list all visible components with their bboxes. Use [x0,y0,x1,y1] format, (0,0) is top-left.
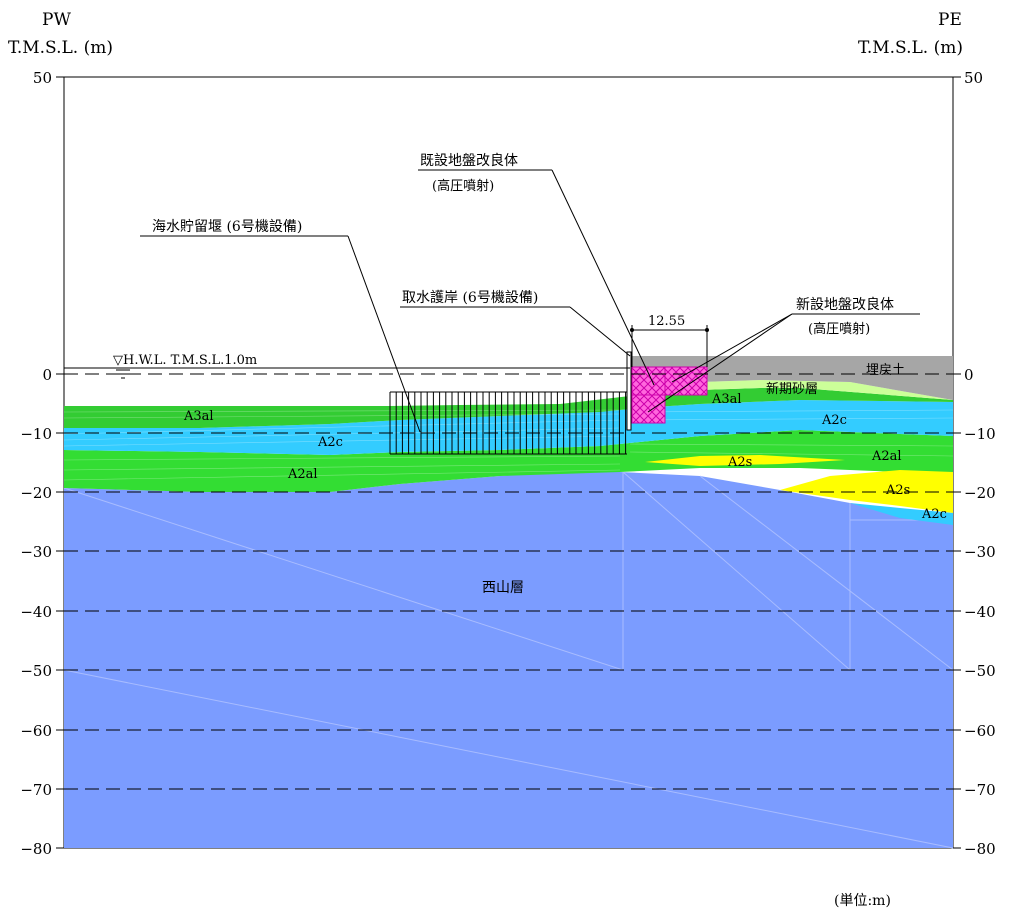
seawater-weir-label: 海水貯留堰 (6号機設備) [152,219,302,235]
tick-right-m40: −40 [964,603,996,621]
tick-left-m60: −60 [20,722,52,740]
label-a2s-right: A2s [885,483,910,498]
right-tick-labels: 50 0 −10 −20 −30 −40 −50 −60 −70 −80 [964,69,996,858]
improvement-new-lower [631,394,666,424]
tick-right-50: 50 [964,69,983,87]
tick-right-m30: −30 [964,543,996,561]
label-a2al-left: A2al [287,467,318,482]
label-a3al-left: A3al [183,409,214,424]
left-tick-labels: 50 0 −10 −20 −30 −40 −50 −60 −70 −80 [20,69,52,858]
new-improvement-label: 新設地盤改良体 [796,297,894,313]
label-a2al-right: A2al [871,449,902,464]
label-nishiyama: 西山層 [482,580,524,596]
label-a2c-right: A2c [821,413,847,428]
tick-right-m10: −10 [964,425,996,443]
unit-note: (単位:m) [834,893,891,909]
dimension-dot-right [705,328,709,332]
new-improvement-sub: (高圧噴射) [808,321,870,337]
tick-right-m60: −60 [964,722,996,740]
label-shinki-sand: 新期砂層 [766,381,818,397]
improvement-new-right [664,366,708,396]
layer-nishiyama [64,472,953,848]
gridlines [64,373,953,790]
tick-right-m50: −50 [964,662,996,680]
dimension-dot-left [630,328,634,332]
label-a2s-mid: A2s [727,455,752,470]
label-a2c-left: A2c [317,435,343,450]
pw-label: PW [42,10,71,30]
tick-left-50: 50 [33,69,52,87]
existing-improvement-label: 既設地盤改良体 [420,153,518,169]
tick-left-m20: −20 [20,484,52,502]
improvement-existing-upper [631,366,666,396]
tick-left-m30: −30 [20,543,52,561]
tick-right-0: 0 [964,366,974,384]
layer-shinki-sand [630,380,953,400]
label-fill: 埋戻土 [866,363,905,378]
label-a3al-right: A3al [711,392,742,407]
tick-left-m10: −10 [20,425,52,443]
tick-right-m80: −80 [964,840,996,858]
layer-striations [63,409,954,481]
left-unit-label: T.M.S.L. (m) [8,38,113,58]
hwl-label: ▽H.W.L. T.M.S.L.1.0m [113,353,257,368]
tick-left-m70: −70 [20,781,52,799]
intake-revetment-label: 取水護岸 (6号機設備) [402,290,538,306]
layer-a3al [64,388,953,428]
intake-revetment-wall [626,351,632,431]
dimension-label: 12.55 [648,314,685,329]
layer-a2s-mid [645,455,845,466]
leader-lines [140,169,920,433]
tick-right-m70: −70 [964,781,996,799]
existing-improvement-sub: (高圧噴射) [432,178,494,194]
seawater-weir-piles [389,391,627,455]
tick-left-m40: −40 [20,603,52,621]
tick-left-m50: −50 [20,662,52,680]
tick-marks [56,76,961,849]
tick-right-m20: −20 [964,484,996,502]
layer-a2c-far [850,503,953,525]
label-a2c-far: A2c [921,507,947,522]
tick-left-m80: −80 [20,840,52,858]
layer-a2al [64,430,953,492]
layer-fill [630,356,953,400]
pe-label: PE [938,10,962,30]
tick-left-0: 0 [42,366,52,384]
water-level-icon [116,369,130,379]
layer-a2c [64,400,953,455]
right-unit-label: T.M.S.L. (m) [858,38,963,58]
